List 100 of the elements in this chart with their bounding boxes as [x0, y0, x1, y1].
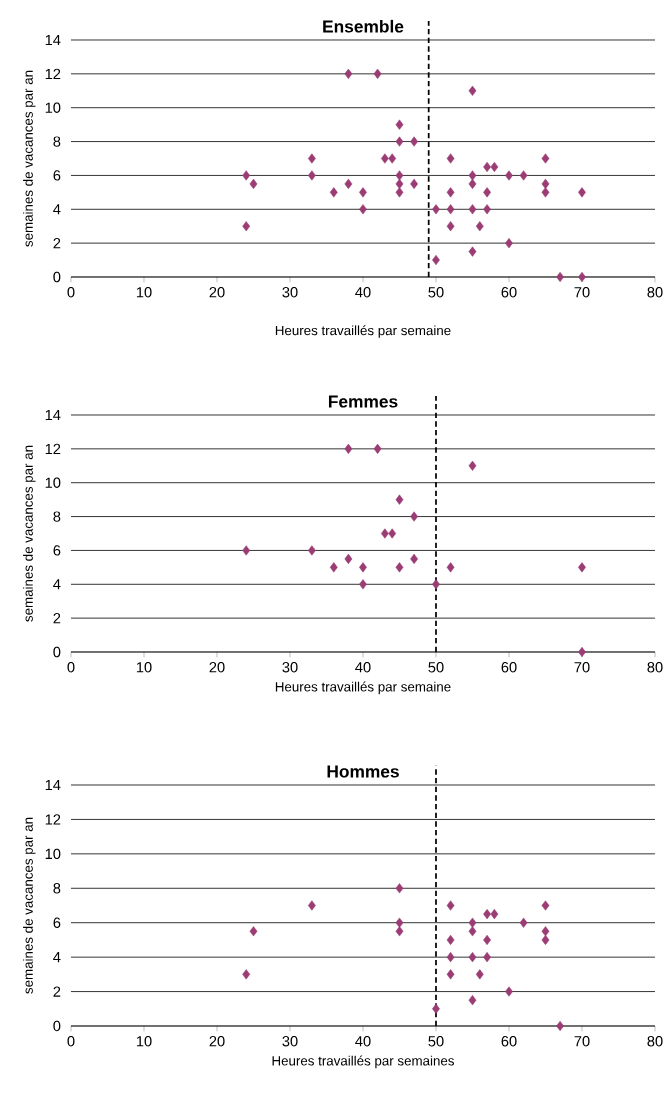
- point: [578, 646, 587, 658]
- x-tick-label: 20: [209, 662, 225, 673]
- y-tick-label: 0: [53, 646, 61, 658]
- y-axis-title: semaines de vacances par an: [23, 70, 36, 247]
- x-tick-label: 50: [428, 1036, 444, 1047]
- x-tick-label: 20: [209, 1036, 225, 1047]
- point: [395, 136, 404, 147]
- x-axis-title: Heures travaillés par semaines: [272, 1055, 455, 1069]
- point: [308, 900, 316, 911]
- x-tick-label: 10: [137, 1036, 152, 1047]
- point: [395, 187, 404, 198]
- point: [388, 528, 397, 539]
- point: [249, 178, 258, 189]
- point: [359, 204, 368, 215]
- x-tick-label: 10: [137, 662, 152, 673]
- point: [483, 909, 492, 920]
- x-tick-label: 60: [501, 287, 517, 298]
- y-tick-label: 0: [53, 271, 61, 283]
- point: [483, 187, 492, 198]
- point: [308, 545, 316, 556]
- point: [330, 562, 338, 573]
- y-tick-label: 14: [45, 409, 61, 421]
- y-tick-label: 14: [45, 34, 61, 46]
- point: [446, 562, 455, 573]
- point: [344, 553, 353, 564]
- point: [446, 969, 455, 980]
- y-tick-label: 8: [53, 136, 61, 147]
- point: [242, 969, 251, 980]
- point: [505, 170, 514, 181]
- point: [505, 986, 514, 997]
- point: [373, 443, 382, 454]
- point: [410, 178, 419, 189]
- point: [468, 917, 477, 928]
- point: [432, 255, 441, 266]
- x-axis-title: Heures travaillés par semaine: [276, 325, 451, 338]
- y-tick-label: 12: [45, 68, 61, 79]
- x-tick-label: 80: [647, 287, 663, 298]
- point: [388, 153, 397, 164]
- point: [242, 221, 251, 232]
- point: [308, 170, 316, 181]
- y-tick-label: 10: [45, 848, 61, 860]
- point: [395, 562, 404, 573]
- y-tick-label: 6: [53, 545, 61, 556]
- y-tick-label: 12: [45, 814, 61, 825]
- point: [505, 238, 514, 249]
- point: [359, 187, 368, 198]
- point: [432, 204, 441, 215]
- point: [556, 1020, 565, 1032]
- x-tick-label: 70: [574, 287, 590, 298]
- point: [468, 204, 477, 215]
- x-tick-label: 30: [282, 1036, 298, 1047]
- y-axis-title: semaines de vacances par an: [23, 817, 36, 994]
- point: [541, 934, 550, 945]
- y-tick-label: 2: [53, 238, 61, 249]
- point: [446, 221, 455, 232]
- point: [249, 926, 258, 937]
- point: [381, 153, 389, 164]
- y-tick-label: 4: [53, 204, 61, 215]
- y-tick-label: 6: [53, 917, 61, 928]
- point: [490, 909, 499, 920]
- point: [578, 271, 587, 283]
- y-tick-label: 2: [53, 613, 61, 624]
- y-tick-label: 12: [45, 443, 61, 454]
- point: [242, 170, 251, 181]
- point: [541, 900, 550, 911]
- y-tick-label: 10: [45, 477, 61, 488]
- x-tick-label: 0: [67, 287, 75, 298]
- point: [468, 926, 477, 937]
- point: [483, 952, 492, 963]
- x-tick-label: 70: [574, 1036, 590, 1047]
- point: [446, 204, 455, 215]
- point: [468, 246, 477, 257]
- point: [468, 952, 477, 963]
- chart-title: Femmes: [329, 395, 398, 408]
- point: [468, 85, 477, 96]
- point: [373, 68, 382, 79]
- point: [344, 68, 353, 79]
- point: [395, 883, 404, 894]
- point: [476, 221, 484, 232]
- point: [556, 271, 565, 283]
- y-tick-label: 6: [53, 170, 61, 181]
- x-tick-label: 20: [209, 287, 225, 298]
- x-tick-label: 60: [501, 1036, 517, 1047]
- x-tick-label: 30: [282, 287, 298, 298]
- point: [541, 187, 550, 198]
- y-axis-title: semaines de vacances par an: [23, 445, 36, 622]
- x-tick-label: 50: [428, 662, 444, 673]
- point: [242, 545, 251, 556]
- x-tick-label: 40: [355, 1036, 371, 1047]
- point: [359, 562, 368, 573]
- chart-title: Ensemble: [323, 19, 404, 33]
- point: [519, 917, 528, 928]
- point: [432, 1003, 441, 1014]
- point: [395, 178, 404, 189]
- point: [490, 161, 499, 173]
- x-tick-label: 30: [282, 662, 298, 673]
- point: [476, 969, 484, 980]
- point: [541, 926, 550, 937]
- point: [344, 443, 353, 454]
- point: [468, 170, 477, 181]
